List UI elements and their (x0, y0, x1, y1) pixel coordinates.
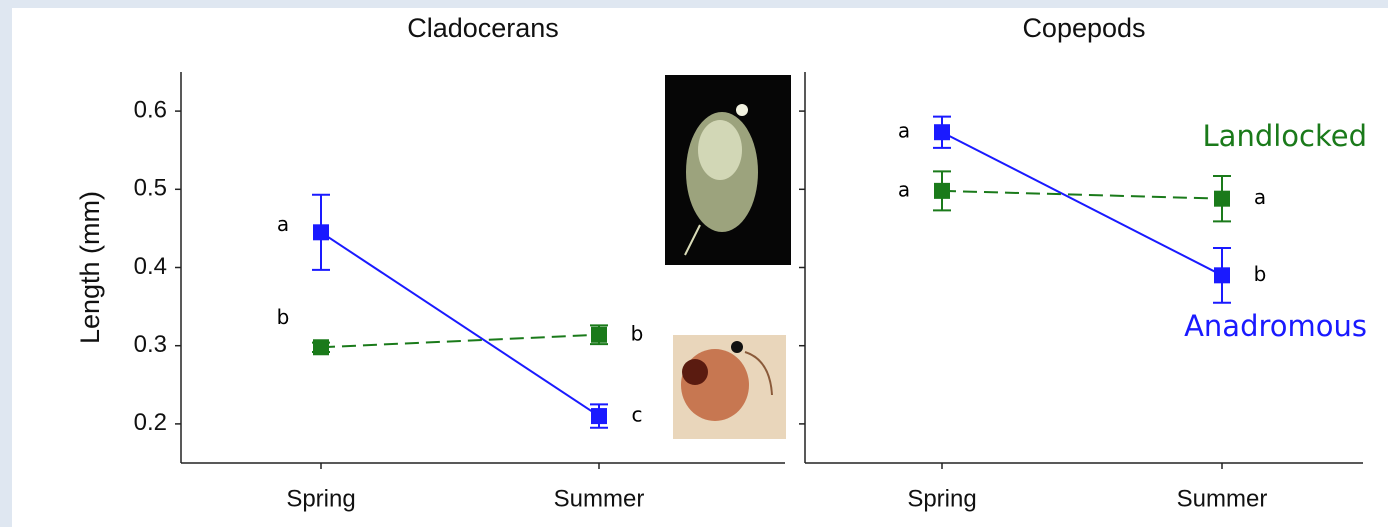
significance-letter: a (898, 119, 910, 143)
significance-letter: a (277, 212, 289, 236)
marker (1214, 267, 1230, 283)
y-tick-label: 0.3 (134, 331, 167, 358)
marker (591, 408, 607, 424)
x-tick-label: Summer (1177, 485, 1268, 512)
y-axis-label: Length (mm) (75, 191, 105, 344)
x-tick-label: Spring (907, 485, 976, 512)
marker (313, 339, 329, 355)
marker (934, 183, 950, 199)
significance-letter: c (632, 403, 643, 427)
legend-label: Anadromous (1184, 309, 1367, 343)
significance-letter: a (1254, 185, 1266, 209)
x-tick-label: Summer (554, 485, 645, 512)
marker (934, 124, 950, 140)
x-tick-label: Spring (286, 485, 355, 512)
significance-letter: b (277, 305, 290, 329)
significance-letter: b (631, 321, 644, 345)
y-tick-label: 0.6 (134, 96, 167, 123)
y-tick-label: 0.2 (134, 409, 167, 436)
chart-title: Copepods (1022, 13, 1145, 43)
legend-label: Landlocked (1203, 119, 1367, 153)
chart: Cladocerans Length (mm) 0.2 0.3 0.4 0.5 0.6 Spr… (0, 0, 1388, 527)
photo-cladoceran (673, 335, 786, 439)
photo-daphnia (665, 75, 791, 265)
marker (1214, 191, 1230, 207)
significance-letter: a (898, 177, 910, 201)
chart-title: Cladocerans (407, 13, 559, 43)
marker (591, 327, 607, 343)
y-tick-label: 0.4 (134, 253, 167, 280)
page: Cladocerans Length (mm) 0.2 0.3 0.4 0.5 0.6 Spr… (0, 0, 1388, 527)
marker (313, 224, 329, 240)
y-tick-label: 0.5 (134, 175, 167, 202)
significance-letter: b (1254, 262, 1267, 286)
